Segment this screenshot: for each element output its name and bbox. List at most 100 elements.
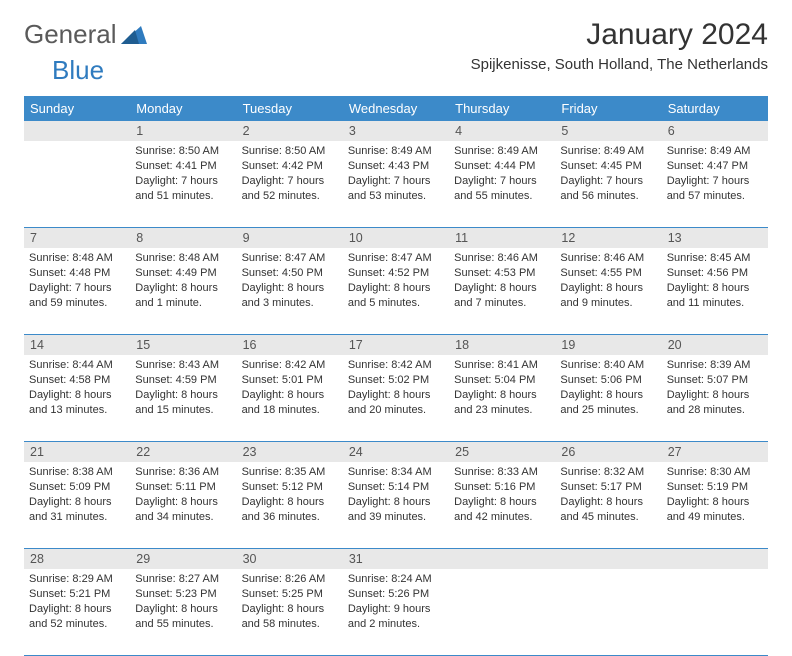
day-number: 2 bbox=[237, 121, 343, 141]
day-info-line: Sunrise: 8:49 AM bbox=[348, 144, 444, 159]
day-info-line: Sunrise: 8:33 AM bbox=[454, 465, 550, 480]
day-number-row: 14151617181920 bbox=[24, 335, 768, 355]
logo-text-blue: Blue bbox=[52, 55, 104, 85]
day-info-line: Sunrise: 8:46 AM bbox=[454, 251, 550, 266]
day-cell: Sunrise: 8:48 AMSunset: 4:49 PMDaylight:… bbox=[130, 248, 236, 334]
day-cell: Sunrise: 8:44 AMSunset: 4:58 PMDaylight:… bbox=[24, 355, 130, 441]
weeks-container: 123456Sunrise: 8:50 AMSunset: 4:41 PMDay… bbox=[24, 121, 768, 656]
day-info-line: Sunset: 5:21 PM bbox=[29, 587, 125, 602]
day-info-line: Daylight: 8 hours bbox=[135, 388, 231, 403]
day-cell: Sunrise: 8:29 AMSunset: 5:21 PMDaylight:… bbox=[24, 569, 130, 655]
day-info-line: Sunrise: 8:43 AM bbox=[135, 358, 231, 373]
day-number: 27 bbox=[662, 442, 768, 462]
day-info-line: and 34 minutes. bbox=[135, 510, 231, 525]
day-cell: Sunrise: 8:36 AMSunset: 5:11 PMDaylight:… bbox=[130, 462, 236, 548]
day-info-line: Daylight: 8 hours bbox=[242, 495, 338, 510]
day-info-line: Sunrise: 8:30 AM bbox=[667, 465, 763, 480]
day-number bbox=[662, 549, 768, 569]
day-info-line: Daylight: 8 hours bbox=[667, 495, 763, 510]
day-cell: Sunrise: 8:50 AMSunset: 4:41 PMDaylight:… bbox=[130, 141, 236, 227]
day-cell: Sunrise: 8:30 AMSunset: 5:19 PMDaylight:… bbox=[662, 462, 768, 548]
day-info-line: and 52 minutes. bbox=[242, 189, 338, 204]
day-cell: Sunrise: 8:33 AMSunset: 5:16 PMDaylight:… bbox=[449, 462, 555, 548]
day-info-line: Sunset: 5:19 PM bbox=[667, 480, 763, 495]
day-cell bbox=[662, 569, 768, 655]
day-cell: Sunrise: 8:38 AMSunset: 5:09 PMDaylight:… bbox=[24, 462, 130, 548]
day-number: 9 bbox=[237, 228, 343, 248]
day-info-line: Sunset: 4:52 PM bbox=[348, 266, 444, 281]
day-info-line: Sunrise: 8:44 AM bbox=[29, 358, 125, 373]
day-info-line: Sunset: 5:14 PM bbox=[348, 480, 444, 495]
week-row: Sunrise: 8:29 AMSunset: 5:21 PMDaylight:… bbox=[24, 569, 768, 656]
day-number: 26 bbox=[555, 442, 661, 462]
day-info-line: Daylight: 8 hours bbox=[29, 388, 125, 403]
day-info-line: Daylight: 8 hours bbox=[29, 495, 125, 510]
day-cell: Sunrise: 8:49 AMSunset: 4:47 PMDaylight:… bbox=[662, 141, 768, 227]
day-info-line: Sunset: 4:41 PM bbox=[135, 159, 231, 174]
day-info-line: and 25 minutes. bbox=[560, 403, 656, 418]
day-number: 17 bbox=[343, 335, 449, 355]
day-info-line: and 42 minutes. bbox=[454, 510, 550, 525]
day-info-line: and 18 minutes. bbox=[242, 403, 338, 418]
day-info-line: Sunrise: 8:24 AM bbox=[348, 572, 444, 587]
day-cell: Sunrise: 8:26 AMSunset: 5:25 PMDaylight:… bbox=[237, 569, 343, 655]
day-info-line: and 28 minutes. bbox=[667, 403, 763, 418]
day-info-line: Daylight: 8 hours bbox=[454, 495, 550, 510]
logo-text-general: General bbox=[24, 19, 117, 50]
day-info-line: Daylight: 8 hours bbox=[667, 281, 763, 296]
logo: General bbox=[24, 18, 147, 51]
day-info-line: Sunset: 4:45 PM bbox=[560, 159, 656, 174]
day-number-row: 123456 bbox=[24, 121, 768, 141]
day-info-line: Daylight: 7 hours bbox=[667, 174, 763, 189]
day-info-line: Sunset: 5:01 PM bbox=[242, 373, 338, 388]
day-number: 8 bbox=[130, 228, 236, 248]
day-cell: Sunrise: 8:32 AMSunset: 5:17 PMDaylight:… bbox=[555, 462, 661, 548]
day-info-line: and 9 minutes. bbox=[560, 296, 656, 311]
day-number: 22 bbox=[130, 442, 236, 462]
day-info-line: and 31 minutes. bbox=[29, 510, 125, 525]
day-cell: Sunrise: 8:47 AMSunset: 4:52 PMDaylight:… bbox=[343, 248, 449, 334]
day-info-line: Daylight: 8 hours bbox=[560, 495, 656, 510]
day-info-line: and 13 minutes. bbox=[29, 403, 125, 418]
day-number bbox=[555, 549, 661, 569]
day-number: 4 bbox=[449, 121, 555, 141]
day-number: 15 bbox=[130, 335, 236, 355]
day-info-line: and 5 minutes. bbox=[348, 296, 444, 311]
day-info-line: Sunset: 5:07 PM bbox=[667, 373, 763, 388]
week-row: Sunrise: 8:38 AMSunset: 5:09 PMDaylight:… bbox=[24, 462, 768, 549]
day-info-line: and 7 minutes. bbox=[454, 296, 550, 311]
day-info-line: and 55 minutes. bbox=[135, 617, 231, 632]
day-info-line: Sunrise: 8:39 AM bbox=[667, 358, 763, 373]
weekday-header: Sunday bbox=[24, 96, 130, 121]
day-number: 12 bbox=[555, 228, 661, 248]
day-info-line: Daylight: 8 hours bbox=[135, 281, 231, 296]
day-info-line: Sunset: 4:49 PM bbox=[135, 266, 231, 281]
weekday-header: Thursday bbox=[449, 96, 555, 121]
day-cell: Sunrise: 8:40 AMSunset: 5:06 PMDaylight:… bbox=[555, 355, 661, 441]
day-number bbox=[24, 121, 130, 141]
weekday-header: Tuesday bbox=[237, 96, 343, 121]
day-info-line: Sunset: 5:23 PM bbox=[135, 587, 231, 602]
day-number: 30 bbox=[237, 549, 343, 569]
day-number: 20 bbox=[662, 335, 768, 355]
day-info-line: Sunset: 4:53 PM bbox=[454, 266, 550, 281]
day-cell: Sunrise: 8:35 AMSunset: 5:12 PMDaylight:… bbox=[237, 462, 343, 548]
calendar-page: General January 2024 Spijkenisse, South … bbox=[0, 0, 792, 656]
day-info-line: Sunrise: 8:26 AM bbox=[242, 572, 338, 587]
week-row: Sunrise: 8:50 AMSunset: 4:41 PMDaylight:… bbox=[24, 141, 768, 228]
logo-triangle-icon bbox=[121, 20, 147, 51]
day-number: 23 bbox=[237, 442, 343, 462]
day-info-line: Sunrise: 8:32 AM bbox=[560, 465, 656, 480]
day-cell bbox=[24, 141, 130, 227]
day-number-row: 21222324252627 bbox=[24, 442, 768, 462]
day-info-line: Sunset: 5:04 PM bbox=[454, 373, 550, 388]
day-cell: Sunrise: 8:43 AMSunset: 4:59 PMDaylight:… bbox=[130, 355, 236, 441]
day-info-line: Daylight: 7 hours bbox=[454, 174, 550, 189]
day-info-line: Sunset: 5:11 PM bbox=[135, 480, 231, 495]
day-info-line: Sunrise: 8:49 AM bbox=[454, 144, 550, 159]
day-info-line: Sunset: 4:48 PM bbox=[29, 266, 125, 281]
month-title: January 2024 bbox=[471, 18, 768, 52]
day-info-line: Sunset: 4:50 PM bbox=[242, 266, 338, 281]
day-info-line: Sunrise: 8:45 AM bbox=[667, 251, 763, 266]
day-info-line: Sunset: 4:47 PM bbox=[667, 159, 763, 174]
